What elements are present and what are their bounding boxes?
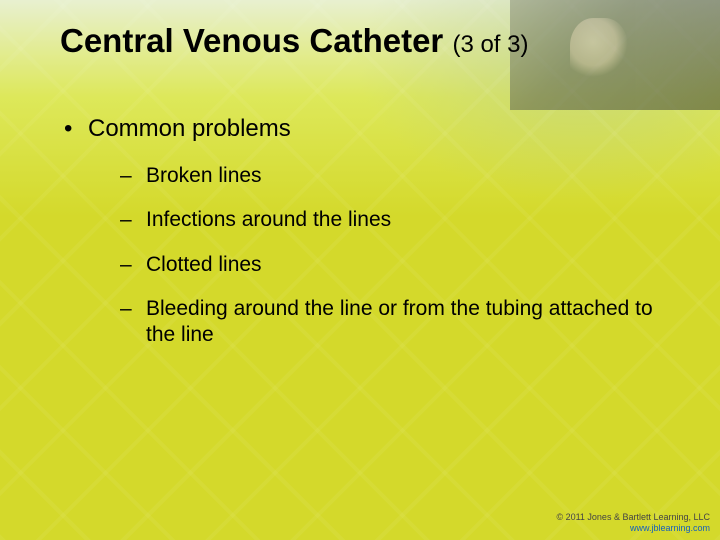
slide: Central Venous Catheter (3 of 3) Common … xyxy=(0,0,720,540)
bullet-l2-text: Bleeding around the line or from the tub… xyxy=(146,297,653,346)
slide-content: Common problems Broken lines Infections … xyxy=(62,115,660,366)
bullet-level2: Broken lines xyxy=(62,163,660,189)
bullet-level2: Clotted lines xyxy=(62,252,660,278)
title-pager: (3 of 3) xyxy=(452,31,528,58)
bullet-l1-text: Common problems xyxy=(88,115,291,142)
header-photo xyxy=(510,0,720,110)
title-main: Central Venous Catheter xyxy=(60,22,452,59)
bullet-level1: Common problems xyxy=(62,115,660,143)
bullet-l2-text: Infections around the lines xyxy=(146,208,391,231)
footer-url: www.jblearning.com xyxy=(556,523,710,534)
bullet-level2: Infections around the lines xyxy=(62,207,660,233)
footer-copyright: © 2011 Jones & Bartlett Learning, LLC xyxy=(556,512,710,523)
bullet-l2-text: Clotted lines xyxy=(146,253,262,276)
bullet-level2: Bleeding around the line or from the tub… xyxy=(62,296,660,349)
bullet-l2-text: Broken lines xyxy=(146,164,262,187)
footer: © 2011 Jones & Bartlett Learning, LLC ww… xyxy=(556,512,710,534)
slide-title: Central Venous Catheter (3 of 3) xyxy=(60,22,528,60)
